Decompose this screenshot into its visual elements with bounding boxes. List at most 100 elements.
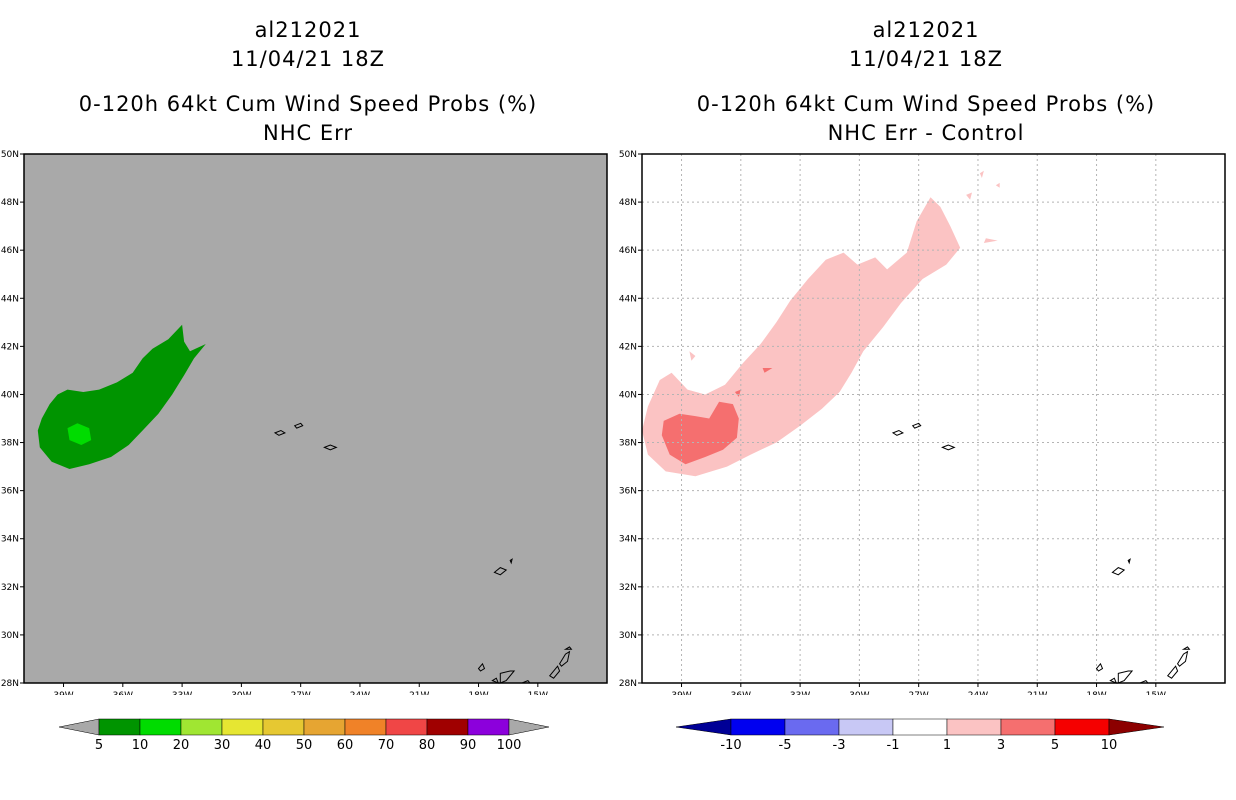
right-cbar-label-4: 1	[943, 738, 951, 753]
left-island-0	[273, 429, 287, 436]
right-island-1	[911, 422, 922, 429]
right-difference-map: 39W 36W 33W 30W 27W 24W 21W 18W 15W 28N 30N 32N 34N 3…	[619, 150, 1226, 695]
right-ytick-label-1: 30N	[619, 631, 637, 641]
left-island-11	[563, 646, 573, 650]
left-ytick-label-6: 40N	[1, 390, 19, 400]
left-cbar-box-9	[467, 718, 510, 736]
right-cbar-label-3: -1	[887, 738, 900, 753]
left-xtick-label-7: 18W	[468, 691, 488, 695]
right-region-3	[966, 192, 972, 200]
left-cbar-label-10: 100	[497, 738, 522, 753]
right-datetime: 11/04/21 18Z	[848, 47, 1004, 71]
right-xtick-label-0: 39W	[671, 691, 691, 695]
right-cbar-box-5	[1000, 718, 1056, 736]
right-ytick-label-7: 42N	[619, 342, 637, 352]
right-island-5	[1095, 662, 1104, 672]
left-ytick-label-10: 48N	[1, 198, 19, 208]
right-cbar-box-6	[1054, 718, 1110, 736]
left-land-outlines	[273, 422, 573, 684]
left-ytick-label-1: 30N	[1, 631, 19, 641]
right-region-1	[689, 351, 696, 361]
left-ytick-label-5: 38N	[1, 439, 19, 449]
right-region-8	[762, 368, 773, 373]
left-storm-id: al212021	[254, 18, 362, 42]
right-xtick-label-6: 21W	[1027, 691, 1047, 695]
right-grid-lines	[642, 154, 1225, 683]
right-xtick-label-3: 30W	[849, 691, 869, 695]
right-cbar-label-0: -10	[720, 738, 741, 753]
left-cbar-label-0: 5	[95, 738, 103, 753]
right-island-2	[941, 444, 956, 451]
right-region-4	[979, 170, 984, 178]
left-cbar-label-5: 50	[296, 738, 313, 753]
left-xtick-label-5: 24W	[350, 691, 370, 695]
left-ytick-label-9: 46N	[1, 246, 19, 256]
left-cbar-box-4	[262, 718, 305, 736]
right-variant: NHC Err - Control	[827, 121, 1025, 145]
right-land-outlines	[891, 422, 1191, 684]
left-cbar-low-triangle	[58, 718, 100, 736]
left-variant: NHC Err	[262, 121, 353, 145]
left-island-7	[499, 670, 516, 684]
right-cbar-box-2	[838, 718, 894, 736]
left-ytick-label-4: 36N	[1, 487, 19, 497]
left-cbar-box-0	[98, 718, 141, 736]
left-island-2	[323, 444, 338, 451]
right-ytick-label-2: 32N	[619, 583, 637, 593]
right-xtick-label-5: 24W	[968, 691, 988, 695]
right-ytick-label-0: 28N	[619, 679, 637, 689]
right-cbar-label-6: 5	[1051, 738, 1059, 753]
right-xtick-label-2: 33W	[790, 691, 810, 695]
right-ytick-label-8: 44N	[619, 294, 637, 304]
right-cbar-label-1: -5	[779, 738, 792, 753]
left-cbar-box-8	[426, 718, 469, 736]
left-map-frame	[23, 153, 608, 684]
left-xtick-label-8: 15W	[528, 691, 548, 695]
right-cbar-box-3	[892, 718, 948, 736]
right-island-4	[1127, 558, 1131, 565]
right-cbar-label-2: -3	[833, 738, 846, 753]
right-axis-ticks: 39W 36W 33W 30W 27W 24W 21W 18W 15W 28N 30N 32N 34N 3…	[619, 150, 1166, 695]
left-xtick-label-3: 30W	[231, 691, 251, 695]
right-island-11	[1181, 646, 1191, 650]
left-cbar-label-8: 80	[419, 738, 436, 753]
right-storm-id: al212021	[872, 18, 980, 42]
right-xtick-label-1: 36W	[731, 691, 751, 695]
left-island-3	[493, 567, 508, 576]
left-cbar-label-1: 10	[132, 738, 149, 753]
right-product: 0-120h 64kt Cum Wind Speed Probs (%)	[696, 92, 1156, 116]
left-xtick-label-6: 21W	[409, 691, 429, 695]
left-cbar-box-1	[139, 718, 182, 736]
right-region-2	[983, 238, 998, 243]
left-product: 0-120h 64kt Cum Wind Speed Probs (%)	[78, 92, 538, 116]
left-cbar-box-6	[344, 718, 387, 736]
right-map-frame	[641, 153, 1226, 684]
right-cbar-box-0	[730, 718, 786, 736]
right-cbar-box-1	[784, 718, 840, 736]
right-ytick-label-4: 36N	[619, 487, 637, 497]
right-region-7	[734, 389, 741, 397]
right-colorbar: -10 -5 -3 -1 1 3 5 10	[675, 718, 1165, 753]
left-region-1	[67, 423, 92, 445]
left-colorbar: 5 10 20 30 40 50 60 70 80 90 100	[58, 718, 550, 753]
left-ytick-label-11: 50N	[1, 150, 19, 160]
right-ytick-label-6: 40N	[619, 390, 637, 400]
right-island-9	[1166, 665, 1179, 679]
left-ytick-label-2: 32N	[1, 583, 19, 593]
left-island-10	[558, 650, 571, 667]
right-cbar-label-5: 3	[997, 738, 1005, 753]
right-region-5	[995, 182, 1000, 188]
right-ytick-label-11: 50N	[619, 150, 637, 160]
right-xtick-label-7: 18W	[1086, 691, 1106, 695]
left-island-6	[491, 677, 500, 684]
right-region-6	[661, 401, 739, 465]
right-ytick-label-9: 46N	[619, 246, 637, 256]
right-title-block: al212021 11/04/21 18Z 0-120h 64kt Cum Wi…	[628, 16, 1224, 148]
left-cbar-label-7: 70	[378, 738, 395, 753]
right-island-7	[1117, 670, 1134, 684]
left-cbar-label-2: 20	[173, 738, 190, 753]
right-ytick-label-5: 38N	[619, 439, 637, 449]
right-cbar-low-triangle	[675, 718, 732, 736]
left-probability-map: 39W 36W 33W 30W 27W 24W 21W 18W 15W 28N 30N 32N 34N 3…	[1, 150, 608, 695]
right-island-6	[1109, 677, 1118, 684]
